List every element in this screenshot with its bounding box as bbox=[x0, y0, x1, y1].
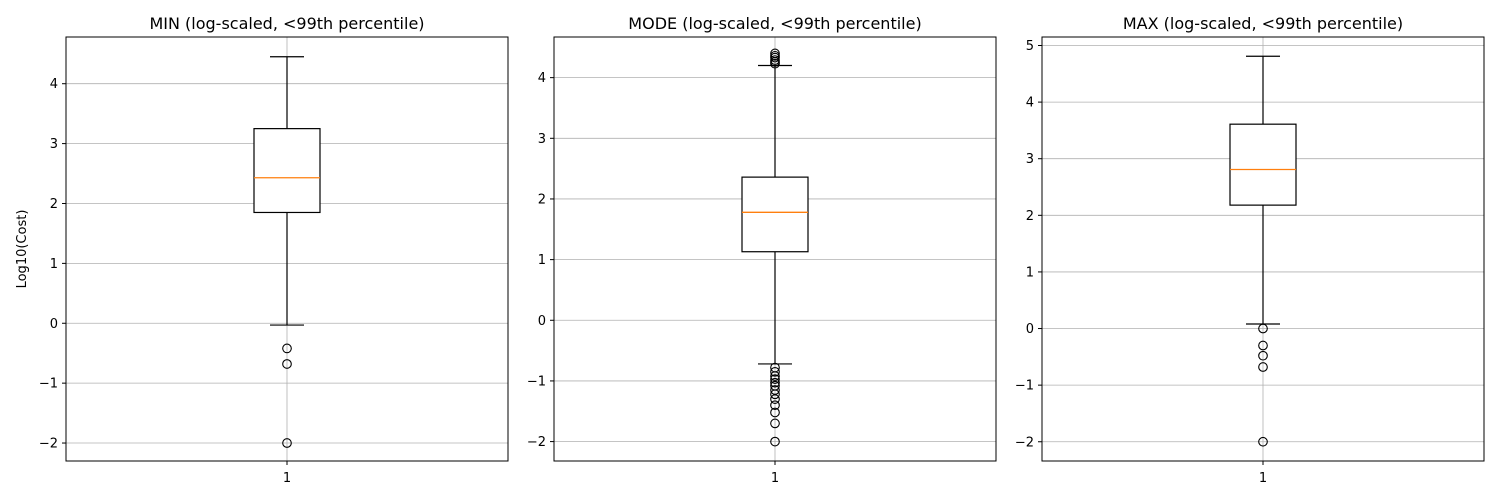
outlier-point bbox=[1258, 350, 1268, 361]
outlier-point bbox=[1258, 340, 1268, 351]
outliers bbox=[770, 48, 780, 447]
chart-title: MAX (log-scaled, <99th percentile) bbox=[1123, 14, 1403, 33]
y-tick-label: 5 bbox=[1026, 39, 1034, 54]
panel-max: −2 −1 0 1 2 3 4 5 1 MAX (log-scaled, <99th perc… bbox=[1015, 14, 1485, 486]
panel-mode: −2 −1 0 1 2 3 4 1 MODE (log-scaled, <99th perc… bbox=[527, 14, 997, 486]
outlier-point bbox=[282, 343, 292, 354]
iqr-box bbox=[741, 176, 809, 253]
y-tick-label: 3 bbox=[1026, 152, 1034, 167]
y-ticks: −2 −1 0 1 2 3 4 bbox=[39, 77, 66, 452]
outlier-point bbox=[1258, 323, 1268, 334]
outlier-point bbox=[1258, 362, 1268, 372]
x-tick-label: 1 bbox=[283, 471, 291, 486]
y-tick-label: 0 bbox=[538, 314, 546, 329]
y-ticks: −2 −1 0 1 2 3 4 5 bbox=[1015, 39, 1042, 450]
y-tick-label: −2 bbox=[527, 435, 546, 450]
y-tick-label: 1 bbox=[1026, 265, 1034, 280]
outlier-point bbox=[770, 407, 780, 418]
outlier-point bbox=[770, 55, 780, 65]
outliers bbox=[282, 343, 292, 448]
outlier-point bbox=[770, 389, 780, 400]
chart-title: MODE (log-scaled, <99th percentile) bbox=[628, 14, 921, 33]
y-tick-label: 1 bbox=[538, 253, 546, 268]
y-tick-label: 2 bbox=[1026, 209, 1034, 224]
outlier-point bbox=[770, 366, 780, 377]
y-tick-label: 1 bbox=[50, 257, 58, 272]
y-tick-label: 3 bbox=[50, 137, 58, 152]
y-tick-label: 4 bbox=[50, 77, 58, 92]
x-ticks: 1 bbox=[283, 461, 291, 486]
outlier-point bbox=[770, 394, 780, 404]
y-tick-label: −1 bbox=[1015, 379, 1034, 394]
outlier-point bbox=[770, 50, 780, 61]
outlier-point bbox=[282, 438, 292, 448]
chart-title: MIN (log-scaled, <99th percentile) bbox=[149, 14, 424, 33]
outlier-point bbox=[770, 418, 780, 429]
y-tick-label: 0 bbox=[50, 317, 58, 332]
y-tick-label: −2 bbox=[39, 437, 58, 452]
box-elements bbox=[741, 64, 809, 365]
panel-min: −2 −1 0 1 2 3 4 1 MIN (log-scaled, <99th perce… bbox=[15, 14, 509, 486]
y-tick-label: 3 bbox=[538, 132, 546, 147]
outlier-point bbox=[1258, 436, 1268, 447]
outlier-point bbox=[282, 359, 292, 369]
outliers bbox=[1258, 323, 1268, 447]
y-tick-label: −1 bbox=[39, 377, 58, 392]
box-elements bbox=[253, 56, 321, 326]
gridlines bbox=[1042, 37, 1484, 461]
y-axis-label: Log10(Cost) bbox=[15, 210, 30, 289]
outlier-point bbox=[770, 48, 780, 59]
outlier-point bbox=[770, 371, 780, 381]
outlier-point bbox=[770, 374, 780, 384]
outlier-point bbox=[770, 400, 780, 411]
y-tick-label: −1 bbox=[527, 374, 546, 389]
iqr-box bbox=[253, 128, 321, 214]
y-tick-label: 2 bbox=[538, 192, 546, 207]
x-tick-label: 1 bbox=[1259, 471, 1267, 486]
y-ticks: −2 −1 0 1 2 3 4 bbox=[527, 71, 554, 450]
y-tick-label: 4 bbox=[538, 71, 546, 86]
box-elements bbox=[1229, 55, 1297, 325]
outlier-point bbox=[770, 377, 780, 388]
x-ticks: 1 bbox=[771, 461, 779, 486]
y-tick-label: 4 bbox=[1026, 96, 1034, 111]
y-tick-label: −2 bbox=[1015, 435, 1034, 450]
outlier-point bbox=[770, 436, 780, 447]
x-tick-label: 1 bbox=[771, 471, 779, 486]
y-tick-label: 0 bbox=[1026, 322, 1034, 337]
iqr-box bbox=[1229, 123, 1297, 206]
x-ticks: 1 bbox=[1259, 461, 1267, 486]
y-tick-label: 2 bbox=[50, 197, 58, 212]
